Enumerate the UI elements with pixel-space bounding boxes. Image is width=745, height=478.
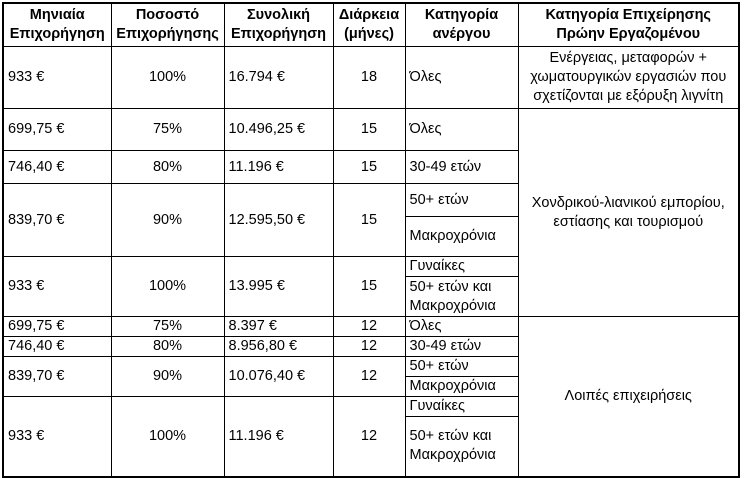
header-row: Μηνιαία Επιχορήγηση Ποσοστό Επιχορήγησης… <box>2 2 740 47</box>
cell-total-subsidy: 12.595,50 € <box>223 183 334 257</box>
table-row-1: 933 € 100% 16.794 € 18 Όλες Ενέργειας, μ… <box>2 46 740 109</box>
col-header-monthly-subsidy: Μηνιαία Επιχορήγηση <box>2 2 112 47</box>
cell-monthly-subsidy: 839,70 € <box>2 183 112 257</box>
cell-duration-months: 12 <box>332 316 406 337</box>
cell-unemployed-category: Γυναίκες <box>404 256 519 277</box>
cell-total-subsidy: 8.956,80 € <box>223 336 334 357</box>
cell-total-subsidy: 10.496,25 € <box>223 108 334 151</box>
col-header-business-category: Κατηγορία Επιχείρησης Πρώην Εργαζομένου <box>517 2 740 47</box>
cell-total-subsidy: 10.076,40 € <box>223 356 334 397</box>
table-row-5a: 933 € 100% 13.995 € 15 Γυναίκες <box>2 256 739 317</box>
col-header-unemployed-category: Κατηγορία ανέργου <box>404 2 519 47</box>
table-row-8a: 839,70 € 90% 10.076,40 € 12 50+ ετών <box>2 356 739 397</box>
cell-duration-months: 15 <box>332 183 406 257</box>
cell-unemployed-category: 30-49 ετών <box>404 150 519 184</box>
cell-business-category-lignite: Ενέργειας, μεταφορών + χωματουργικών εργ… <box>517 46 740 109</box>
cell-subsidy-percentage: 100% <box>110 46 225 109</box>
cell-duration-months: 12 <box>332 396 406 477</box>
cell-duration-months: 12 <box>332 336 406 357</box>
table-row-9b: 50+ ετών και Μακροχρόνια <box>3 416 739 477</box>
cell-unemployed-category: Όλες <box>404 46 519 109</box>
cell-duration-months: 12 <box>332 356 406 397</box>
cell-subsidy-percentage: 100% <box>110 256 225 317</box>
cell-total-subsidy: 13.995 € <box>223 256 334 317</box>
cell-subsidy-percentage: 90% <box>110 183 225 257</box>
cell-subsidy-percentage: 100% <box>110 396 225 477</box>
cell-unemployed-category: 50+ ετών και Μακροχρόνια <box>404 416 519 477</box>
cell-unemployed-category: Γυναίκες <box>404 396 519 417</box>
table-row-6: 699,75 € 75% 8.397 € 12 Όλες Λοιπές επιχ… <box>2 316 740 477</box>
table-row-4a: 839,70 € 90% 12.595,50 € 15 50+ ετών <box>2 183 739 257</box>
cell-duration-months: 18 <box>332 46 406 109</box>
cell-total-subsidy: 8.397 € <box>223 316 334 337</box>
cell-unemployed-category: Μακροχρόνια <box>404 216 519 257</box>
table-row-3: 746,40 € 80% 11.196 € 15 30-49 ετών <box>2 150 739 184</box>
cell-duration-months: 15 <box>332 150 406 184</box>
cell-unemployed-category: 50+ ετών <box>404 356 519 377</box>
cell-monthly-subsidy: 933 € <box>2 46 112 109</box>
col-header-duration-months: Διάρκεια (μήνες) <box>332 2 406 47</box>
cell-total-subsidy: 11.196 € <box>223 150 334 184</box>
cell-monthly-subsidy: 746,40 € <box>2 336 112 357</box>
cell-subsidy-percentage: 80% <box>110 336 225 357</box>
table-row-5b: 50+ ετών και Μακροχρόνια <box>3 276 739 317</box>
cell-subsidy-percentage: 80% <box>110 150 225 184</box>
cell-unemployed-category: 30-49 ετών <box>404 336 519 357</box>
cell-subsidy-percentage: 75% <box>110 108 225 151</box>
cell-monthly-subsidy: 933 € <box>2 256 112 317</box>
col-header-subsidy-percentage: Ποσοστό Επιχορήγησης <box>110 2 225 47</box>
cell-duration-months: 15 <box>332 256 406 317</box>
cell-total-subsidy: 16.794 € <box>223 46 334 109</box>
cell-unemployed-category: Όλες <box>404 316 519 337</box>
cell-duration-months: 15 <box>332 108 406 151</box>
cell-unemployed-category: 50+ ετών και Μακροχρόνια <box>404 276 519 317</box>
cell-total-subsidy: 11.196 € <box>223 396 334 477</box>
cell-business-category-other: Λοιπές επιχειρήσεις <box>517 316 740 477</box>
cell-business-category-commerce: Χονδρικού-λιανικού εμπορίου, εστίασης κα… <box>517 108 740 317</box>
cell-subsidy-percentage: 90% <box>110 356 225 397</box>
cell-monthly-subsidy: 746,40 € <box>2 150 112 184</box>
col-header-total-subsidy: Συνολική Επιχορήγηση <box>223 2 334 47</box>
cell-monthly-subsidy: 699,75 € <box>2 316 112 337</box>
table-row-8b: Μακροχρόνια <box>3 376 739 397</box>
cell-monthly-subsidy: 699,75 € <box>2 108 112 151</box>
cell-subsidy-percentage: 75% <box>110 316 225 337</box>
cell-unemployed-category: 50+ ετών <box>404 183 519 217</box>
cell-unemployed-category: Όλες <box>404 108 519 151</box>
cell-monthly-subsidy: 933 € <box>2 396 112 477</box>
table-row-2: 699,75 € 75% 10.496,25 € 15 Όλες Χονδρικ… <box>2 108 740 317</box>
cell-unemployed-category: Μακροχρόνια <box>404 376 519 397</box>
cell-monthly-subsidy: 839,70 € <box>2 356 112 397</box>
table-row-4b: Μακροχρόνια <box>3 216 739 257</box>
